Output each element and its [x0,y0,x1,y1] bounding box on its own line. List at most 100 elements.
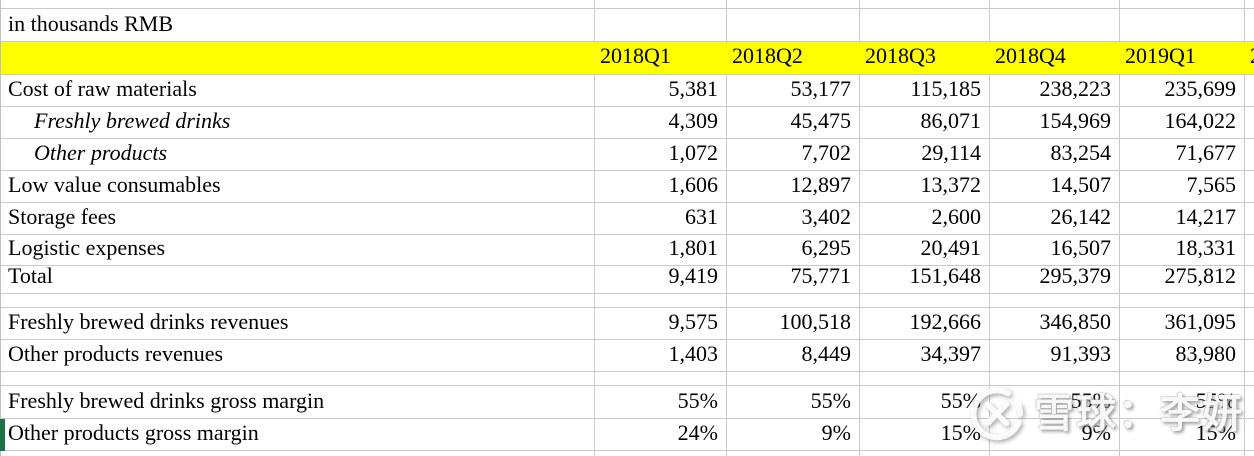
value-cell[interactable]: 4,309 [595,107,727,139]
empty-cell[interactable] [1120,9,1245,42]
value-cell[interactable]: 295,379 [990,266,1120,294]
value-cell[interactable]: 2,600 [860,203,990,235]
value-cell[interactable]: 83,254 [990,139,1120,171]
spacer-row-cell[interactable] [727,294,860,308]
value-cell[interactable]: 20,491 [860,235,990,266]
partial-row-cell[interactable] [990,0,1120,9]
value-cell[interactable]: 238,223 [990,75,1120,107]
value-cell[interactable]: 86,071 [860,107,990,139]
row-label-cell[interactable]: Total [0,266,595,294]
value-cell[interactable]: 192,666 [860,308,990,340]
header-cell-2018q2[interactable]: 2018Q2 [727,42,860,75]
value-cell[interactable]: 15% [860,419,990,451]
value-cell[interactable]: 631 [595,203,727,235]
row-label-cell[interactable]: Other products [0,139,595,171]
spacer-row-cell[interactable] [595,294,727,308]
partial-row-cell[interactable] [860,451,990,456]
value-cell[interactable]: 55% [860,386,990,419]
partial-row-cell[interactable] [1120,451,1245,456]
clipped-edge-cell[interactable] [1245,340,1254,372]
value-cell[interactable]: 154,969 [990,107,1120,139]
row-label-cell[interactable]: Low value consumables [0,171,595,203]
spacer-row-cell[interactable] [990,294,1120,308]
partial-row-cell[interactable] [990,451,1120,456]
value-cell[interactable]: 45,475 [727,107,860,139]
value-cell[interactable]: 6,295 [727,235,860,266]
value-cell[interactable]: 164,022 [1120,107,1245,139]
value-cell[interactable]: 9,575 [595,308,727,340]
header-cell-clipped-next[interactable]: 2 [1245,42,1254,75]
partial-row-cell[interactable] [595,451,727,456]
partial-row-cell[interactable] [860,0,990,9]
clipped-edge-cell[interactable] [1245,171,1254,203]
clipped-edge-cell[interactable] [1245,235,1254,266]
value-cell[interactable]: 71,677 [1120,139,1245,171]
row-label-cell[interactable]: Cost of raw materials [0,75,595,107]
value-cell[interactable]: 29,114 [860,139,990,171]
spacer-row-cell[interactable] [0,294,595,308]
partial-row-cell[interactable] [595,0,727,9]
partial-row-cell[interactable] [727,0,860,9]
partial-row-cell[interactable] [1245,451,1254,456]
spacer-row-cell[interactable] [1245,294,1254,308]
header-empty-cell[interactable] [0,42,595,75]
value-cell[interactable]: 5,381 [595,75,727,107]
partial-row-cell[interactable] [1245,0,1254,9]
empty-cell[interactable] [1245,9,1254,42]
clipped-edge-cell[interactable] [1245,308,1254,340]
value-cell[interactable]: 1,606 [595,171,727,203]
value-cell[interactable]: 24% [595,419,727,451]
value-cell[interactable]: 55% [990,386,1120,419]
value-cell[interactable]: 9% [990,419,1120,451]
row-label-cell[interactable]: Freshly brewed drinks gross margin [0,386,595,419]
empty-cell[interactable] [727,9,860,42]
spacer-row-cell[interactable] [860,372,990,386]
clipped-edge-cell[interactable] [1245,419,1254,451]
row-label-cell[interactable]: Storage fees [0,203,595,235]
value-cell[interactable]: 100,518 [727,308,860,340]
value-cell[interactable]: 55% [727,386,860,419]
unit-label-cell[interactable]: in thousands RMB [0,9,595,42]
spacer-row-cell[interactable] [990,372,1120,386]
clipped-edge-cell[interactable] [1245,386,1254,419]
value-cell[interactable]: 3,402 [727,203,860,235]
header-cell-2018q1[interactable]: 2018Q1 [595,42,727,75]
clipped-edge-cell[interactable] [1245,203,1254,235]
value-cell[interactable]: 115,185 [860,75,990,107]
value-cell[interactable]: 361,095 [1120,308,1245,340]
row-label-cell[interactable]: Freshly brewed drinks revenues [0,308,595,340]
value-cell[interactable]: 151,648 [860,266,990,294]
value-cell[interactable]: 14,217 [1120,203,1245,235]
value-cell[interactable]: 34,397 [860,340,990,372]
empty-cell[interactable] [860,9,990,42]
partial-row-cell[interactable] [727,451,860,456]
value-cell[interactable]: 7,702 [727,139,860,171]
row-label-cell[interactable]: Freshly brewed drinks [0,107,595,139]
spacer-row-cell[interactable] [860,294,990,308]
partial-row-cell[interactable] [1120,0,1245,9]
value-cell[interactable]: 16,507 [990,235,1120,266]
value-cell[interactable]: 1,403 [595,340,727,372]
partial-row-cell[interactable] [0,451,595,456]
clipped-edge-cell[interactable] [1245,75,1254,107]
header-cell-2019q1[interactable]: 2019Q1 [1120,42,1245,75]
value-cell[interactable]: 9,419 [595,266,727,294]
value-cell[interactable]: 7,565 [1120,171,1245,203]
value-cell[interactable]: 14,507 [990,171,1120,203]
value-cell[interactable]: 235,699 [1120,75,1245,107]
value-cell[interactable]: 13,372 [860,171,990,203]
spacer-row-cell[interactable] [1120,372,1245,386]
spacer-row-cell[interactable] [0,372,595,386]
spacer-row-cell[interactable] [595,372,727,386]
value-cell[interactable]: 8,449 [727,340,860,372]
value-cell[interactable]: 9% [727,419,860,451]
value-cell[interactable]: 91,393 [990,340,1120,372]
spacer-row-cell[interactable] [1245,372,1254,386]
value-cell[interactable]: 55% [595,386,727,419]
value-cell[interactable]: 15% [1120,419,1245,451]
value-cell[interactable]: 55% [1120,386,1245,419]
value-cell[interactable]: 53,177 [727,75,860,107]
value-cell[interactable]: 1,801 [595,235,727,266]
clipped-edge-cell[interactable] [1245,139,1254,171]
spacer-row-cell[interactable] [727,372,860,386]
